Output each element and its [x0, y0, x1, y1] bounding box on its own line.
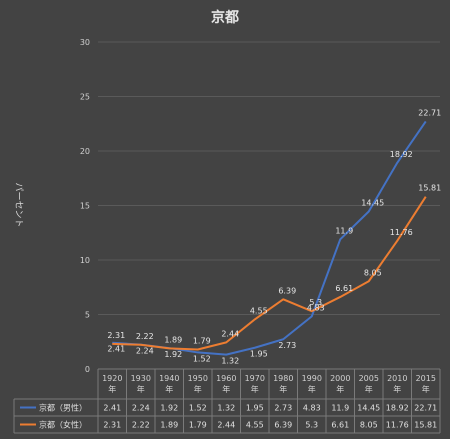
category-label: 1940 年	[159, 374, 179, 394]
data-label: 14.45	[361, 198, 384, 207]
category-label: 1950 年	[188, 374, 208, 394]
table-cell: 2.73	[274, 404, 292, 413]
table-cell: 1.52	[189, 404, 207, 413]
chart-title: 京都	[211, 9, 239, 26]
series-lines	[112, 120, 427, 356]
data-label: 1.89	[164, 335, 182, 344]
table-cell: 18.92	[386, 404, 409, 413]
table-cell: 4.55	[246, 421, 264, 430]
table-cell: 15.81	[414, 421, 437, 430]
table-cell: 22.71	[414, 404, 437, 413]
data-label: 4.55	[250, 306, 268, 315]
legend-entry: 京都（男性）	[39, 403, 87, 413]
category-label: 1980 年	[273, 374, 293, 394]
data-label: 2.31	[107, 331, 125, 340]
y-tick-label: 15	[80, 202, 90, 211]
table-cell: 11.76	[386, 421, 409, 430]
data-label: 5.3	[309, 298, 322, 307]
data-label: 2.44	[221, 329, 239, 338]
table-cell: 5.3	[305, 421, 318, 430]
data-label: 22.71	[418, 108, 441, 117]
data-label: 8.05	[364, 268, 382, 277]
data-label: 1.32	[221, 357, 239, 366]
table-cell: 2.22	[132, 421, 150, 430]
y-tick-label: 20	[80, 147, 90, 156]
y-tick-label: 25	[80, 93, 90, 102]
gridlines	[98, 41, 440, 370]
y-tick-label: 10	[80, 256, 90, 265]
table-cell: 1.32	[217, 404, 235, 413]
table-cell: 6.39	[274, 421, 292, 430]
data-label: 18.92	[390, 150, 413, 159]
table-cell: 1.89	[160, 421, 178, 430]
data-label: 4.83	[307, 303, 325, 312]
data-label: 2.22	[136, 332, 154, 341]
table-cell: 1.79	[189, 421, 207, 430]
data-label: 1.95	[250, 350, 268, 359]
table-cell: 2.44	[217, 421, 235, 430]
data-label: 1.79	[193, 336, 211, 345]
category-label: 1930 年	[131, 374, 151, 394]
table-cell: 1.92	[160, 404, 178, 413]
category-label: 1960 年	[216, 374, 236, 394]
data-table: 1920 年 1930 年 1940 年 1950 年 1960 年 1970 年 1980 年 1990 年…	[13, 368, 441, 434]
category-label: 1990 年	[302, 374, 322, 394]
table-cell: 2.41	[103, 404, 121, 413]
category-label: 1970 年	[245, 374, 265, 394]
table-cell: 4.83	[303, 404, 321, 413]
data-label: 2.24	[136, 347, 154, 356]
data-label: 2.73	[278, 341, 296, 350]
category-label: 2015 年	[416, 374, 436, 394]
table-cell: 6.61	[331, 421, 349, 430]
y-axis-ticks: 0 5 10 15 20 25 30	[80, 38, 90, 374]
legend-entry: 京都（女性）	[39, 420, 87, 430]
table-cell: 14.45	[357, 404, 380, 413]
y-axis-label: パーセント	[13, 182, 24, 227]
table-cell: 11.9	[331, 404, 349, 413]
table-cell: 8.05	[360, 421, 378, 430]
category-label: 2005 年	[359, 374, 379, 394]
data-label: 15.81	[418, 184, 441, 193]
data-label: 1.52	[193, 354, 211, 363]
data-label: 6.39	[278, 286, 296, 295]
table-cell: 1.95	[246, 404, 264, 413]
y-tick-label: 30	[80, 38, 90, 47]
table-cell: 2.31	[103, 421, 121, 430]
data-label: 11.76	[390, 228, 413, 237]
data-label: 11.9	[335, 226, 353, 235]
category-label: 2000 年	[330, 374, 350, 394]
table-cell: 2.24	[132, 404, 150, 413]
series-line	[112, 196, 427, 351]
y-tick-label: 5	[85, 311, 90, 320]
category-label: 1920 年	[102, 374, 122, 394]
data-label: 1.92	[164, 350, 182, 359]
data-labels: 2.41 2.24 1.92 1.52 1.32 1.95 2.73 4.83 11.9 14.4…	[107, 108, 441, 365]
data-label: 6.61	[335, 284, 353, 293]
series-line	[112, 120, 427, 356]
y-tick-label: 0	[85, 365, 90, 374]
data-label: 2.41	[107, 345, 125, 354]
category-label: 2010 年	[387, 374, 407, 394]
